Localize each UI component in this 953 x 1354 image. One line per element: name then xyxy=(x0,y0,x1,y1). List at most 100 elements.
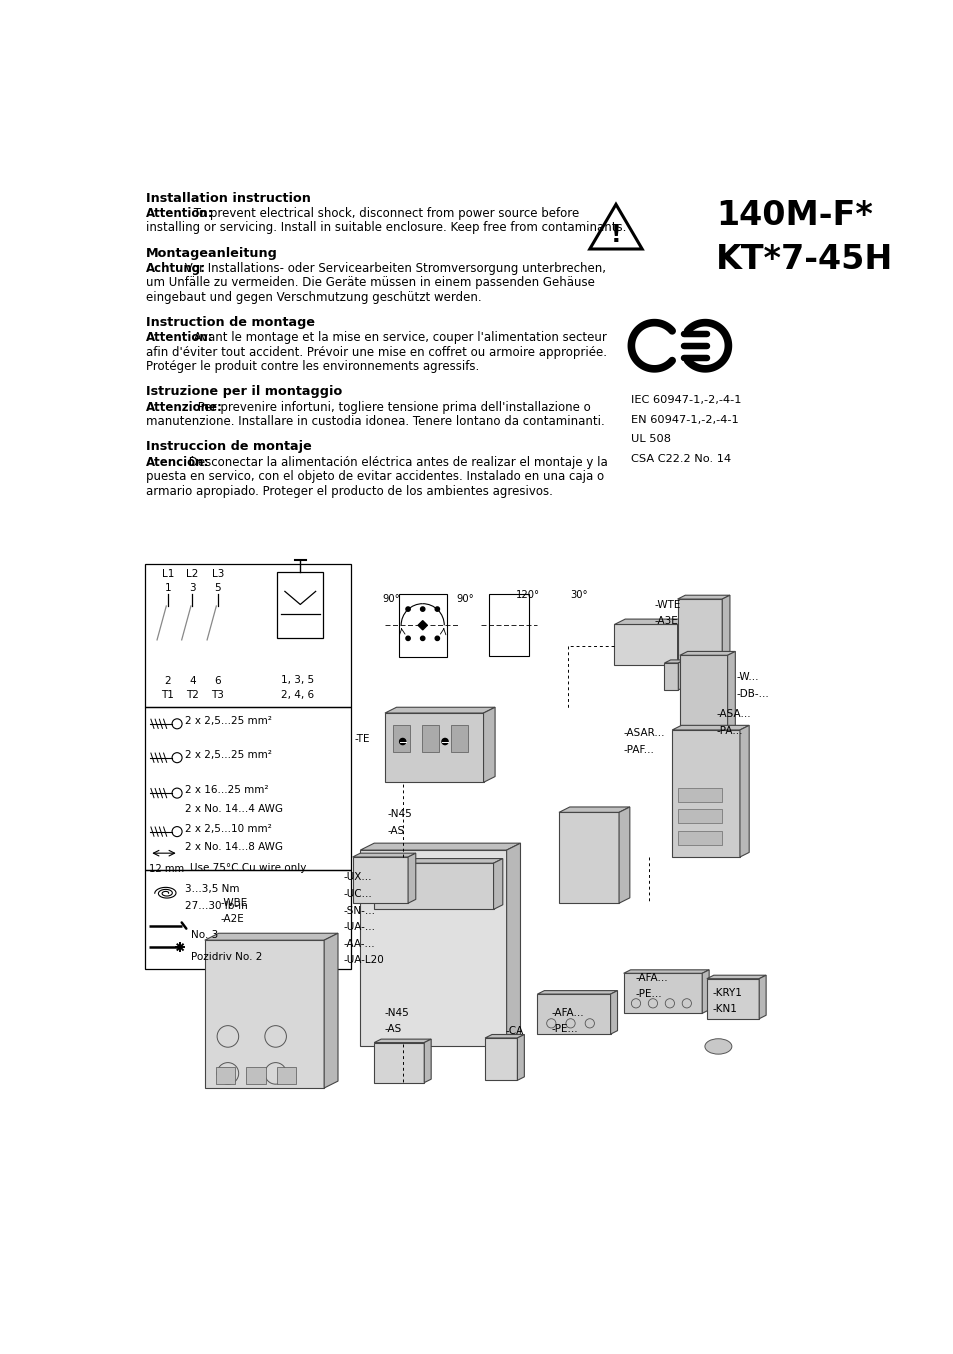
Polygon shape xyxy=(678,659,684,691)
Circle shape xyxy=(405,636,410,640)
Text: -PAF...: -PAF... xyxy=(623,745,654,756)
Circle shape xyxy=(405,607,410,611)
Text: um Unfälle zu vermeiden. Die Geräte müssen in einem passenden Gehäuse: um Unfälle zu vermeiden. Die Geräte müss… xyxy=(146,276,595,290)
Text: -TE: -TE xyxy=(354,734,369,743)
Text: 90°: 90° xyxy=(381,593,399,604)
Text: Istruzione per il montaggio: Istruzione per il montaggio xyxy=(146,386,342,398)
Circle shape xyxy=(435,636,439,640)
Circle shape xyxy=(420,607,424,611)
Bar xyxy=(451,724,468,751)
Bar xyxy=(488,594,528,657)
Text: 5: 5 xyxy=(214,584,221,593)
Text: -AFA...: -AFA... xyxy=(636,972,668,983)
Text: afin d'éviter tout accident. Prévoir une mise en coffret ou armoire appropriée.: afin d'éviter tout accident. Prévoir une… xyxy=(146,345,607,359)
Polygon shape xyxy=(324,933,337,1089)
Text: -UX...: -UX... xyxy=(343,872,372,883)
Polygon shape xyxy=(374,858,502,864)
Bar xyxy=(277,1067,296,1085)
Bar xyxy=(679,655,727,741)
Polygon shape xyxy=(483,707,495,783)
Text: L1: L1 xyxy=(161,569,173,580)
Text: -PE...: -PE... xyxy=(551,1025,578,1034)
Bar xyxy=(677,788,721,802)
Text: Montageanleitung: Montageanleitung xyxy=(146,246,278,260)
Bar xyxy=(484,1039,517,1080)
Circle shape xyxy=(441,738,448,745)
Text: -CA: -CA xyxy=(504,1026,523,1036)
Polygon shape xyxy=(721,596,729,672)
Text: 12 mm: 12 mm xyxy=(150,864,184,873)
Bar xyxy=(421,724,438,751)
Polygon shape xyxy=(493,858,502,910)
Text: -UC...: -UC... xyxy=(343,890,372,899)
Bar xyxy=(398,593,446,657)
Bar xyxy=(353,857,408,903)
Bar xyxy=(393,724,409,751)
Text: Installation instruction: Installation instruction xyxy=(146,192,311,204)
Text: 30°: 30° xyxy=(569,590,587,600)
Bar xyxy=(374,864,493,910)
Text: 3...3,5 Nm: 3...3,5 Nm xyxy=(185,884,239,894)
Text: 2: 2 xyxy=(164,676,171,686)
Text: Protéger le produit contre les environnements agressifs.: Protéger le produit contre les environne… xyxy=(146,360,479,374)
Text: -N45: -N45 xyxy=(387,810,412,819)
Bar xyxy=(385,714,483,783)
Text: Atención:: Atención: xyxy=(146,455,210,468)
Polygon shape xyxy=(360,844,520,850)
Bar xyxy=(677,810,721,823)
Polygon shape xyxy=(417,620,427,630)
Text: -A2E: -A2E xyxy=(220,914,244,925)
Bar xyxy=(360,850,506,1047)
Text: -KRY1: -KRY1 xyxy=(712,988,742,998)
Text: Use 75°C Cu wire only: Use 75°C Cu wire only xyxy=(190,864,306,873)
Text: -AA-...: -AA-... xyxy=(343,938,375,949)
Bar xyxy=(537,994,610,1034)
Polygon shape xyxy=(374,1039,431,1043)
Text: -WBE: -WBE xyxy=(220,898,247,907)
Text: -ASAR...: -ASAR... xyxy=(623,728,664,738)
Text: 2 x 2,5...10 mm²: 2 x 2,5...10 mm² xyxy=(185,823,272,834)
Bar xyxy=(558,812,618,903)
Bar xyxy=(677,831,721,845)
Bar xyxy=(205,940,324,1089)
Bar xyxy=(215,1067,234,1085)
Bar xyxy=(677,598,721,672)
Polygon shape xyxy=(677,619,688,665)
Text: 1: 1 xyxy=(164,584,171,593)
Text: To prevent electrical shock, disconnect from power source before: To prevent electrical shock, disconnect … xyxy=(190,207,578,219)
Bar xyxy=(145,871,351,968)
Bar xyxy=(277,573,323,638)
Circle shape xyxy=(435,607,439,611)
Text: 2 x 2,5...25 mm²: 2 x 2,5...25 mm² xyxy=(185,750,272,760)
Bar xyxy=(623,974,701,1013)
Text: puesta en servico, con el objeto de evitar accidentes. Instalado en una caja o: puesta en servico, con el objeto de evit… xyxy=(146,470,604,483)
Text: !: ! xyxy=(610,223,620,246)
Circle shape xyxy=(420,636,424,640)
Polygon shape xyxy=(610,991,617,1034)
Text: -UA-L20: -UA-L20 xyxy=(343,955,384,965)
Ellipse shape xyxy=(704,1039,731,1055)
Polygon shape xyxy=(618,807,629,903)
Text: IEC 60947-1,-2,-4-1: IEC 60947-1,-2,-4-1 xyxy=(631,395,741,405)
Polygon shape xyxy=(706,975,765,979)
Polygon shape xyxy=(558,807,629,812)
Text: -W...: -W... xyxy=(736,672,758,682)
Text: Attention:: Attention: xyxy=(146,332,213,344)
Text: -PA...: -PA... xyxy=(716,726,741,735)
Text: Desconectar la alimentación eléctrica antes de realizar el montaje y la: Desconectar la alimentación eléctrica an… xyxy=(185,455,607,468)
Text: 2 x No. 14...4 AWG: 2 x No. 14...4 AWG xyxy=(185,803,282,814)
Polygon shape xyxy=(353,853,416,857)
Text: -AS: -AS xyxy=(385,1025,402,1034)
Text: -KN1: -KN1 xyxy=(712,1005,737,1014)
Polygon shape xyxy=(408,853,416,903)
Polygon shape xyxy=(623,969,708,974)
Polygon shape xyxy=(517,1034,524,1080)
Text: UL 508: UL 508 xyxy=(631,435,671,444)
Text: Pozidriv No. 2: Pozidriv No. 2 xyxy=(191,952,262,961)
Text: 90°: 90° xyxy=(456,593,474,604)
Polygon shape xyxy=(664,659,684,663)
Text: 6: 6 xyxy=(214,676,221,686)
Text: armario apropiado. Proteger el producto de los ambientes agresivos.: armario apropiado. Proteger el producto … xyxy=(146,485,553,497)
Text: -SN-...: -SN-... xyxy=(343,906,375,915)
Text: 4: 4 xyxy=(189,676,195,686)
